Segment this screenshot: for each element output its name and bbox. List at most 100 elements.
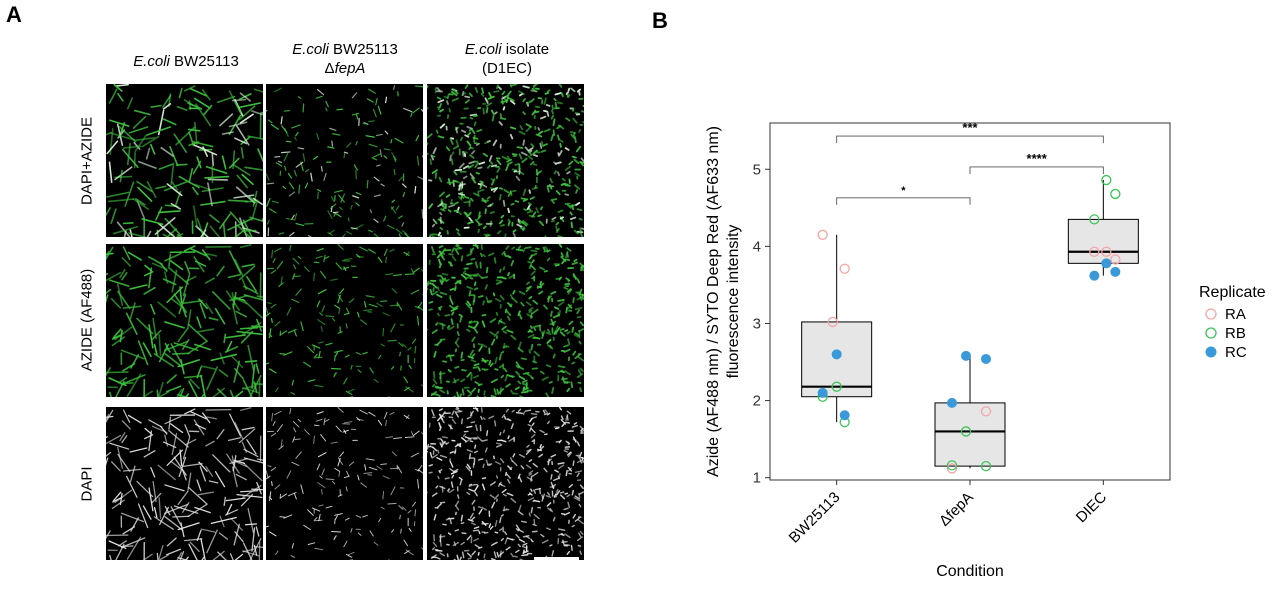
significance-label: **** bbox=[1027, 151, 1048, 166]
cell-mark bbox=[276, 388, 278, 392]
cell-mark bbox=[502, 101, 503, 104]
cell-mark bbox=[258, 149, 263, 166]
cell-mark bbox=[579, 494, 580, 498]
cell-mark bbox=[449, 205, 454, 207]
cell-mark bbox=[403, 184, 406, 187]
cell-mark bbox=[370, 368, 373, 373]
cell-mark bbox=[294, 494, 296, 499]
cell-mark bbox=[338, 332, 342, 334]
cell-mark bbox=[495, 358, 496, 363]
cell-mark bbox=[430, 453, 431, 457]
cell-mark bbox=[507, 493, 512, 495]
cell-mark bbox=[491, 179, 493, 180]
cell-mark bbox=[383, 313, 389, 316]
cell-mark bbox=[469, 484, 471, 485]
cell-mark bbox=[513, 298, 517, 302]
cell-mark bbox=[475, 122, 476, 125]
cell-mark bbox=[134, 117, 146, 128]
cell-mark bbox=[106, 372, 128, 373]
micrograph-azide-col1 bbox=[106, 244, 263, 397]
cell-mark bbox=[575, 137, 576, 142]
cell-mark bbox=[526, 124, 531, 127]
cell-mark bbox=[404, 377, 408, 383]
column-header-gene: fepA bbox=[335, 60, 366, 77]
column-header-isolate: E.coli isolate (D1EC) bbox=[427, 40, 587, 78]
cell-mark bbox=[581, 429, 582, 431]
cell-mark bbox=[433, 330, 437, 333]
cell-mark bbox=[467, 493, 470, 495]
cell-mark bbox=[554, 354, 555, 357]
cell-mark bbox=[567, 416, 568, 420]
cell-mark bbox=[197, 480, 201, 491]
cell-mark bbox=[566, 422, 569, 423]
cell-mark bbox=[479, 459, 483, 460]
cell-mark bbox=[576, 308, 582, 309]
cell-mark bbox=[437, 504, 441, 508]
cell-mark bbox=[241, 328, 258, 329]
cell-mark bbox=[369, 467, 377, 470]
cell-mark bbox=[479, 547, 482, 548]
cell-mark bbox=[381, 301, 387, 302]
cell-mark bbox=[490, 332, 494, 334]
cell-mark bbox=[440, 535, 441, 537]
cell-mark bbox=[440, 390, 444, 393]
micrograph-dapi-azide-col1 bbox=[106, 84, 263, 237]
cell-mark bbox=[548, 421, 550, 423]
cell-mark bbox=[455, 530, 458, 531]
cell-mark bbox=[139, 162, 156, 168]
cell-mark bbox=[565, 513, 570, 515]
cell-mark bbox=[418, 479, 419, 488]
cell-mark bbox=[418, 177, 423, 180]
cell-mark bbox=[582, 458, 583, 462]
cell-mark bbox=[523, 86, 529, 87]
cell-mark bbox=[467, 141, 470, 145]
column-header-isolate-id: (D1EC) bbox=[482, 60, 532, 77]
cell-mark bbox=[456, 128, 457, 133]
cell-mark bbox=[517, 225, 521, 227]
cell-mark bbox=[578, 357, 583, 360]
cell-mark bbox=[450, 462, 452, 467]
cell-mark bbox=[575, 173, 579, 176]
micrograph-dapi-col3 bbox=[427, 407, 584, 560]
cell-mark bbox=[149, 257, 162, 264]
cell-mark bbox=[223, 132, 233, 134]
cell-mark bbox=[481, 94, 483, 96]
cell-mark bbox=[321, 435, 326, 441]
cell-mark bbox=[560, 144, 561, 147]
cell-mark bbox=[559, 125, 563, 128]
cell-mark bbox=[525, 247, 530, 248]
cell-mark bbox=[547, 112, 548, 116]
cell-mark bbox=[492, 396, 496, 397]
cell-mark bbox=[439, 308, 440, 310]
cell-mark bbox=[325, 257, 329, 259]
cell-mark bbox=[548, 296, 549, 301]
cell-mark bbox=[583, 106, 584, 107]
cell-mark bbox=[453, 257, 456, 261]
cell-mark bbox=[504, 201, 505, 206]
cell-mark bbox=[346, 231, 351, 234]
cell-mark bbox=[147, 149, 150, 159]
cell-mark bbox=[544, 414, 547, 415]
cell-mark bbox=[520, 132, 525, 134]
cell-mark bbox=[538, 128, 539, 130]
cell-mark bbox=[458, 233, 460, 235]
cell-mark bbox=[497, 443, 501, 444]
cell-mark bbox=[139, 341, 148, 365]
cell-mark bbox=[229, 275, 241, 278]
cell-mark bbox=[455, 202, 458, 203]
cell-mark bbox=[534, 84, 538, 86]
cell-mark bbox=[437, 341, 441, 345]
cell-mark bbox=[573, 515, 575, 518]
cell-mark bbox=[529, 308, 532, 310]
cell-mark bbox=[506, 384, 510, 386]
cell-mark bbox=[550, 382, 552, 383]
legend-label-rc: RC bbox=[1225, 344, 1247, 361]
cell-mark bbox=[457, 392, 458, 397]
cell-mark bbox=[531, 345, 532, 350]
cell-mark bbox=[110, 120, 129, 126]
cell-mark bbox=[464, 434, 466, 436]
cell-mark bbox=[559, 465, 564, 468]
cell-mark bbox=[583, 266, 584, 267]
cell-mark bbox=[409, 366, 411, 369]
cell-mark bbox=[360, 410, 367, 414]
